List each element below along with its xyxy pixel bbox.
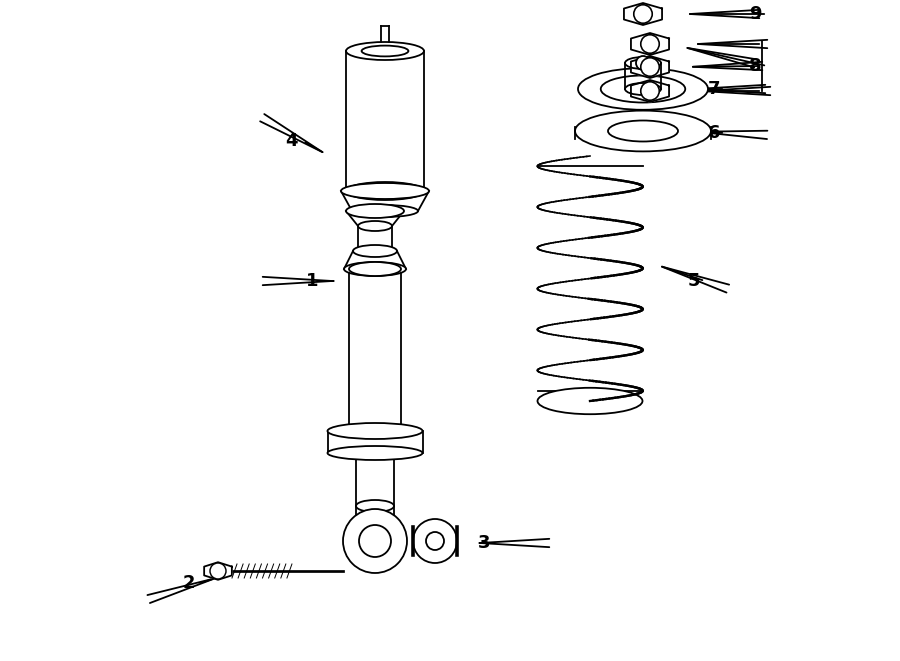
Polygon shape	[204, 563, 232, 580]
Polygon shape	[624, 3, 662, 25]
Ellipse shape	[341, 183, 429, 199]
Ellipse shape	[356, 500, 394, 512]
Ellipse shape	[353, 245, 397, 257]
Ellipse shape	[328, 446, 422, 460]
Ellipse shape	[362, 46, 409, 56]
Circle shape	[636, 56, 650, 70]
Text: 3: 3	[478, 534, 490, 552]
Text: 7: 7	[707, 80, 720, 98]
Ellipse shape	[349, 424, 401, 438]
Ellipse shape	[537, 388, 643, 414]
Ellipse shape	[328, 423, 422, 439]
Circle shape	[426, 532, 444, 550]
Ellipse shape	[346, 182, 424, 200]
Ellipse shape	[608, 120, 678, 141]
Ellipse shape	[635, 90, 664, 98]
Polygon shape	[631, 56, 669, 78]
Ellipse shape	[344, 262, 406, 276]
Ellipse shape	[601, 75, 685, 102]
Circle shape	[634, 5, 652, 23]
Ellipse shape	[625, 83, 661, 95]
Text: 1: 1	[305, 272, 318, 290]
Text: 2: 2	[183, 574, 195, 592]
Ellipse shape	[575, 110, 711, 151]
Ellipse shape	[352, 205, 418, 217]
Circle shape	[210, 563, 226, 579]
Text: 5: 5	[688, 272, 700, 290]
Text: 9: 9	[750, 5, 762, 23]
Polygon shape	[631, 33, 669, 55]
Ellipse shape	[346, 42, 424, 60]
Ellipse shape	[629, 13, 657, 22]
Ellipse shape	[346, 204, 404, 218]
Circle shape	[641, 35, 659, 54]
Ellipse shape	[635, 66, 664, 75]
Text: 4: 4	[285, 132, 298, 150]
Circle shape	[641, 58, 659, 76]
Circle shape	[359, 525, 391, 557]
Ellipse shape	[625, 57, 661, 69]
Circle shape	[343, 509, 407, 573]
Ellipse shape	[578, 68, 708, 110]
Circle shape	[641, 82, 659, 100]
Circle shape	[413, 519, 457, 563]
Text: 8: 8	[750, 57, 762, 75]
Ellipse shape	[358, 246, 392, 256]
Ellipse shape	[358, 221, 392, 231]
Text: 6: 6	[707, 124, 720, 142]
Ellipse shape	[349, 262, 401, 276]
Polygon shape	[631, 80, 669, 102]
Ellipse shape	[635, 43, 664, 52]
